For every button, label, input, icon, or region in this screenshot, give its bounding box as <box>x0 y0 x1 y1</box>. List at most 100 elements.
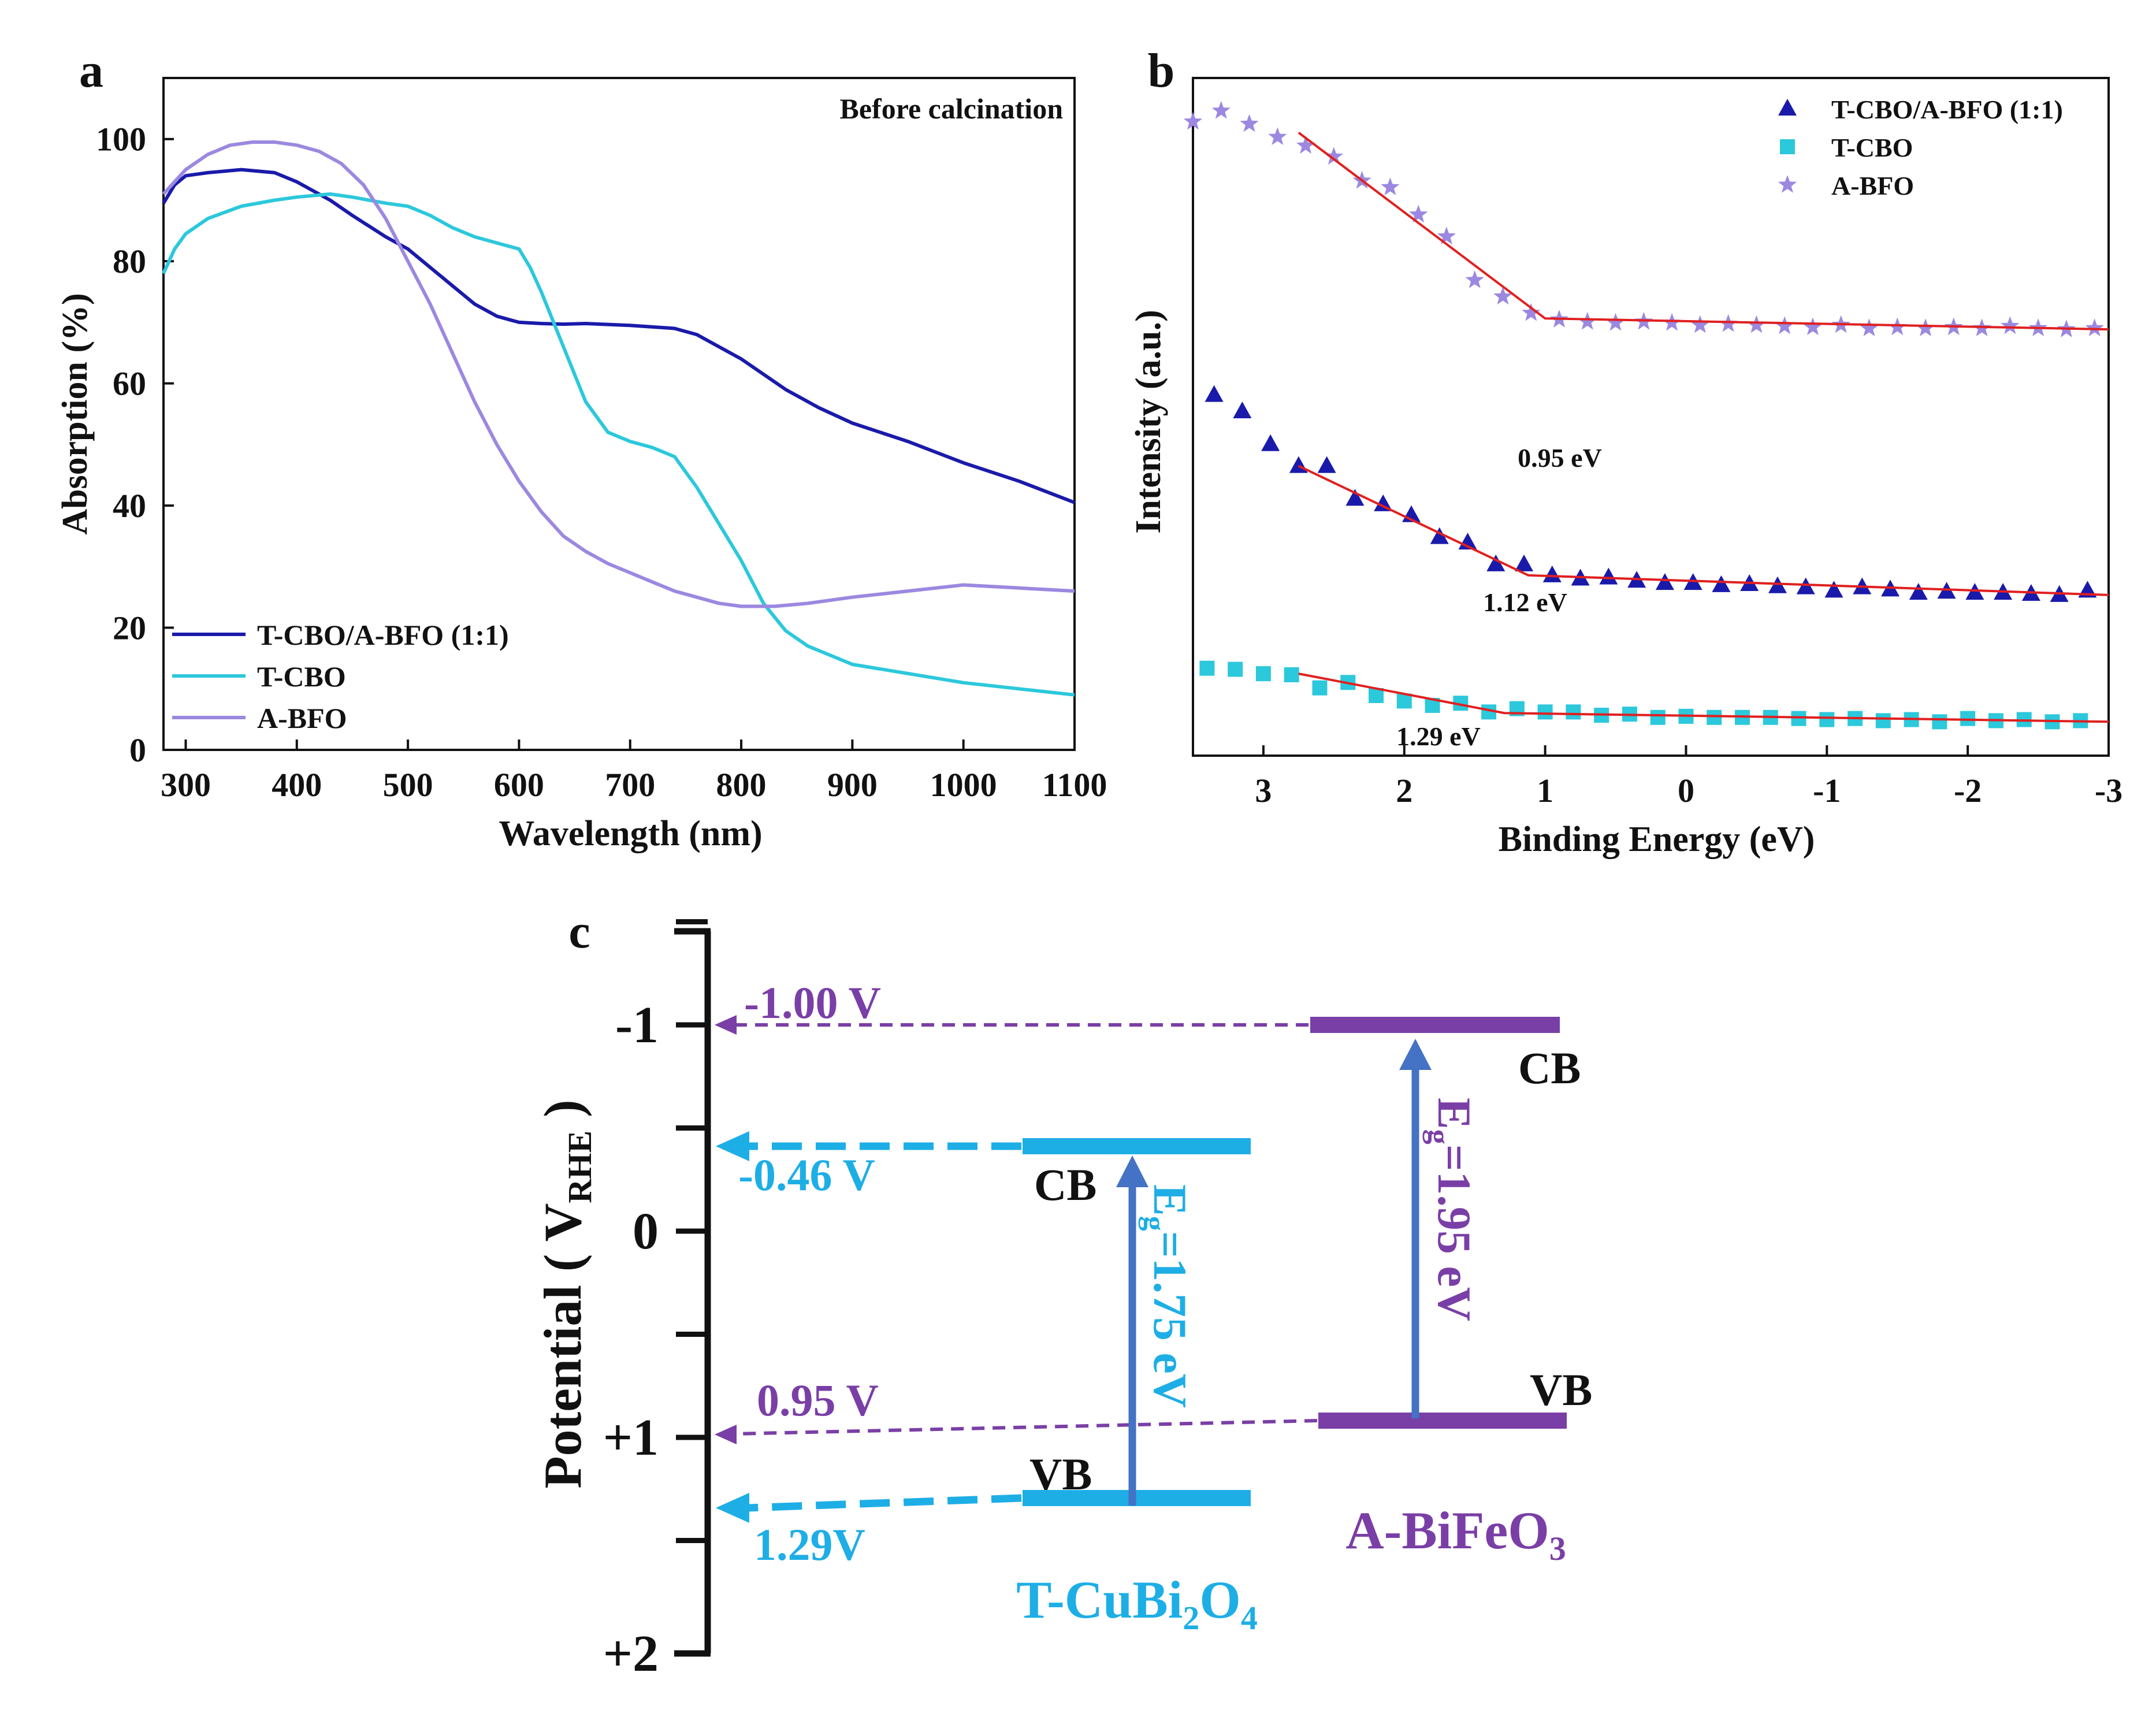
bfo-vb-dashed-arrow <box>733 1419 1318 1436</box>
data-point-t-cbo-a-bfo-1-1- <box>1374 494 1393 511</box>
legend-marker <box>1778 99 1797 116</box>
data-point-a-bfo <box>2001 316 2020 335</box>
y-axis-label-subscript: RHE <box>561 1131 599 1203</box>
cbo-cb-arrowhead <box>716 1131 749 1161</box>
y-axis-label-end: ) <box>533 1099 592 1131</box>
y-tick-label: 100 <box>96 121 146 158</box>
bfo-cb-arrowhead <box>715 1015 737 1035</box>
data-point-t-cbo-a-bfo-1-1- <box>1486 554 1506 571</box>
data-point-a-bfo <box>1240 114 1259 132</box>
x-tick-label: 1000 <box>930 766 997 804</box>
data-point-a-bfo <box>1381 177 1400 195</box>
data-point-t-cbo-a-bfo-1-1- <box>1289 456 1308 473</box>
x-axis-label: Wavelength (nm) <box>499 814 762 853</box>
x-tick-label: 400 <box>272 766 322 804</box>
x-tick-label: 900 <box>827 766 878 804</box>
data-point-t-cbo <box>1932 714 1947 730</box>
band-edge-annotation: 1.29 eV <box>1396 722 1481 751</box>
bfo-cb-text: CB <box>1518 1043 1581 1093</box>
x-tick-label: -1 <box>1813 772 1841 809</box>
data-point-t-cbo-a-bfo-1-1- <box>1796 577 1815 594</box>
cbo-bandgap-label: Eg=1.75 eV <box>1138 1184 1196 1408</box>
panel-b: 3 2 1 0 -1 -2 -3 Binding Energy (eV) Intensity (… <box>1129 77 2122 859</box>
cbo-vb-text: VB <box>1029 1449 1092 1499</box>
data-point-a-bfo <box>1409 205 1428 223</box>
fit-line <box>1298 132 2109 331</box>
x-tick-label: 1100 <box>1042 766 1107 804</box>
x-tick-label: -2 <box>1954 772 1982 809</box>
data-point-t-cbo-a-bfo-1-1- <box>1655 573 1674 590</box>
fit-line <box>1298 672 2109 723</box>
data-point-t-cbo-a-bfo-1-1- <box>1542 565 1562 582</box>
data-point-a-bfo <box>1916 318 1935 336</box>
y-tick-label: 20 <box>113 610 146 647</box>
data-point-t-cbo-a-bfo-1-1- <box>1515 554 1534 571</box>
legend-label: T-CBO/A-BFO (1:1) <box>257 619 509 651</box>
legend-marker <box>1780 139 1795 154</box>
y-tick-label: 60 <box>113 365 146 403</box>
data-point-t-cbo-a-bfo-1-1- <box>1205 385 1224 402</box>
legend-label: T-CBO <box>257 660 346 693</box>
axis-tick-label: +1 <box>603 1409 659 1466</box>
data-point-t-cbo <box>1199 660 1215 676</box>
x-tick-label: 300 <box>161 766 211 804</box>
data-point-t-cbo-a-bfo-1-1- <box>1824 581 1843 598</box>
axis-tick-label: +2 <box>603 1625 659 1682</box>
bfo-bandgap-subscript: g <box>1422 1129 1455 1144</box>
data-point-a-bfo <box>1211 101 1231 119</box>
cbo-name-subscript-2: 4 <box>1241 1599 1258 1637</box>
y-axis-label: Intensity (a.u.) <box>1129 310 1168 534</box>
bfo-name-main: A-BiFeO <box>1345 1501 1549 1560</box>
bfo-cb-potential-label: -1.00 V <box>744 978 881 1028</box>
data-point-t-cbo <box>1284 667 1299 682</box>
data-point-t-cbo-a-bfo-1-1- <box>1430 527 1449 544</box>
x-tick-label: 500 <box>383 766 433 804</box>
data-point-a-bfo <box>1522 303 1541 321</box>
y-axis-label: Potential ( VRHE ) <box>533 1099 599 1488</box>
cbo-vb-potential-label: 1.29V <box>754 1519 865 1570</box>
data-point-a-bfo <box>1606 313 1625 331</box>
cbo-cb-text: CB <box>1034 1159 1096 1210</box>
series-line-t-cbo <box>162 192 1075 697</box>
cbo-name-main: T-CuBi <box>1016 1570 1183 1629</box>
bfo-bandgap-label: Eg=1.95 eV <box>1422 1098 1481 1321</box>
panel-label-b: b <box>1148 44 1175 98</box>
panel-c: -1 0 +1 +2 Potential ( VRHE ) -1.00 V 0.95 V CB… <box>533 919 1592 1682</box>
data-point-a-bfo <box>1437 226 1456 245</box>
data-point-t-cbo <box>1255 666 1271 682</box>
x-tick-label: 800 <box>716 766 767 804</box>
data-point-t-cbo <box>1875 713 1891 729</box>
legend-marker <box>1778 175 1797 193</box>
data-point-t-cbo-a-bfo-1-1- <box>1233 402 1252 419</box>
data-point-a-bfo <box>2085 318 2104 336</box>
band-edge-annotation: 1.12 eV <box>1483 588 1567 617</box>
x-tick-label: -3 <box>2095 772 2122 809</box>
cbo-bandgap-value: =1.75 eV <box>1144 1231 1196 1408</box>
cbo-cb-potential-label: -0.46 V <box>738 1150 875 1200</box>
data-point-a-bfo <box>1465 270 1484 288</box>
annotation-before-calcination: Before calcination <box>840 92 1064 125</box>
data-point-a-bfo <box>1268 127 1287 145</box>
y-tick-label: 80 <box>113 243 146 280</box>
bfo-excitation-arrowhead <box>1399 1039 1432 1070</box>
fit-line <box>1298 464 2109 596</box>
series-line-a-bfo <box>162 140 1075 608</box>
data-point-a-bfo <box>1803 317 1823 336</box>
bfo-vb-arrowhead <box>715 1425 737 1444</box>
cbo-bandgap-main: E <box>1144 1184 1196 1216</box>
data-point-t-cbo-a-bfo-1-1- <box>1712 575 1731 592</box>
panel-a: 300 400 500 600 700 800 900 1000 1100 0 20 40 60 80 10… <box>55 77 1107 853</box>
data-point-t-cbo-a-bfo-1-1- <box>1599 567 1618 585</box>
legend-label: A-BFO <box>257 702 347 734</box>
data-point-a-bfo <box>1183 112 1203 130</box>
y-axis-label-main: Potential ( V <box>533 1203 592 1489</box>
legend-label: T-CBO <box>1831 133 1913 162</box>
x-tick-label: 3 <box>1255 772 1272 809</box>
data-point-a-bfo <box>1578 311 1597 330</box>
data-point-t-cbo-a-bfo-1-1- <box>1909 583 1928 600</box>
data-point-t-cbo-a-bfo-1-1- <box>1261 434 1280 451</box>
data-point-t-cbo-a-bfo-1-1- <box>1345 489 1365 506</box>
x-tick-label: 1 <box>1537 772 1553 809</box>
data-point-t-cbo <box>1819 712 1835 727</box>
